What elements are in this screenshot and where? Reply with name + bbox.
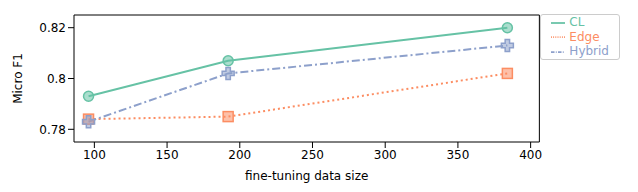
svg-text:Micro F1: Micro F1 xyxy=(11,53,25,104)
svg-text:250: 250 xyxy=(301,148,324,162)
svg-text:100: 100 xyxy=(83,148,106,162)
svg-text:fine-tuning data size: fine-tuning data size xyxy=(245,169,368,183)
svg-text:200: 200 xyxy=(228,148,251,162)
html-text:Edge: Edge xyxy=(569,29,600,44)
svg-text:300: 300 xyxy=(374,148,397,162)
html-text:CL: CL xyxy=(569,15,585,29)
svg-text:400: 400 xyxy=(519,148,542,162)
html-text:Hybrid: Hybrid xyxy=(569,44,609,58)
svg-text:150: 150 xyxy=(156,148,179,162)
svg-text:0.82: 0.82 xyxy=(39,21,66,35)
svg-text:0.78: 0.78 xyxy=(39,123,66,137)
svg-text:350: 350 xyxy=(446,148,469,162)
svg-text:0.8: 0.8 xyxy=(47,72,66,86)
